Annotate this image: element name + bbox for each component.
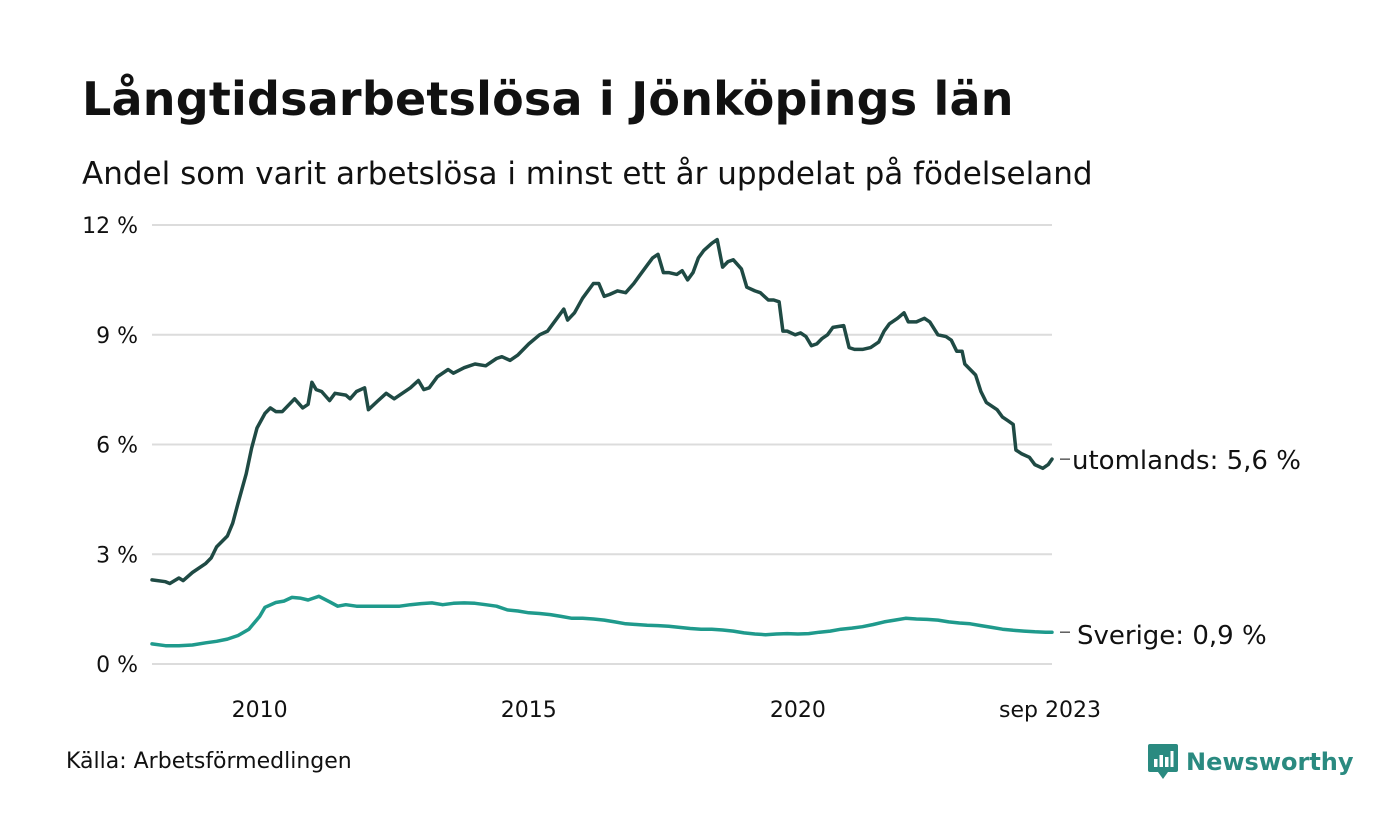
chart-subtitle: Andel som varit arbetslösa i minst ett å… bbox=[82, 156, 1093, 192]
series-line-sverige bbox=[150, 594, 1054, 648]
x-tick-label: 2015 bbox=[501, 698, 557, 723]
x-tick-label: sep 2023 bbox=[999, 698, 1101, 723]
y-tick-label: 6 % bbox=[96, 434, 138, 459]
y-tick-label: 3 % bbox=[96, 543, 138, 568]
x-tick-label: 2010 bbox=[232, 698, 288, 723]
series-line-utomlands bbox=[150, 237, 1054, 586]
end-label-sverige: Sverige: 0,9 % bbox=[1077, 621, 1267, 651]
end-label-utomlands: utomlands: 5,6 % bbox=[1072, 446, 1301, 476]
source-note: Källa: Arbetsförmedlingen bbox=[66, 749, 352, 774]
brand-name: Newsworthy bbox=[1186, 748, 1354, 776]
y-tick-label: 0 % bbox=[96, 653, 138, 678]
newsworthy-logo-icon bbox=[1148, 744, 1178, 779]
chart-title: Långtidsarbetslösa i Jönköpings län bbox=[82, 72, 1014, 126]
x-tick-label: 2020 bbox=[770, 698, 826, 723]
y-tick-label: 9 % bbox=[96, 324, 138, 349]
brand-logo: Newsworthy bbox=[1148, 744, 1354, 780]
y-tick-label: 12 % bbox=[82, 214, 138, 239]
